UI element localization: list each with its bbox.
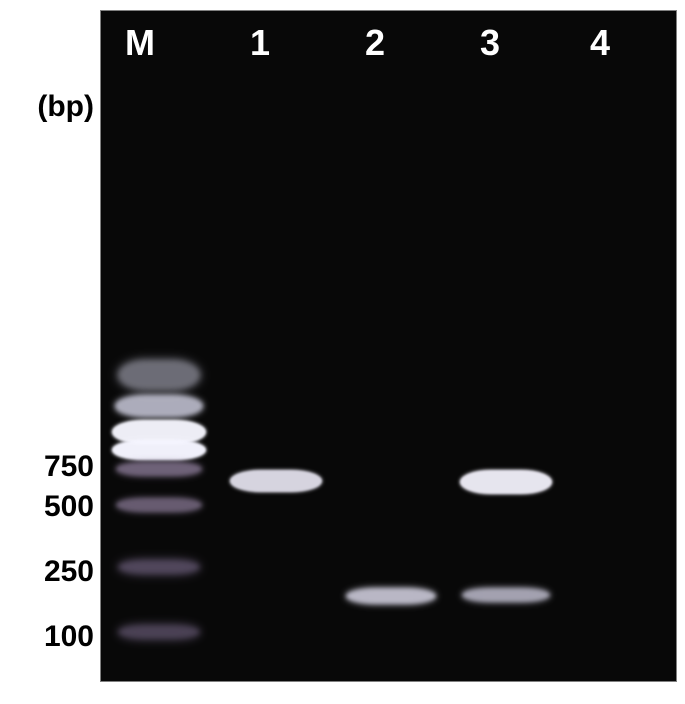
gel-band-3-11	[462, 588, 550, 602]
gel-band-M-3	[112, 440, 206, 460]
gel-band-M-7	[118, 625, 200, 639]
bands-layer	[0, 0, 685, 704]
gel-band-M-1	[115, 395, 203, 417]
gel-band-M-2	[112, 420, 206, 444]
gel-band-M-4	[116, 462, 202, 476]
gel-band-M-5	[116, 498, 202, 512]
gel-band-M-6	[118, 560, 200, 574]
gel-band-2-9	[346, 588, 436, 604]
gel-band-M-0	[118, 360, 200, 390]
gel-figure: M 1 2 3 4 (bp) 750 500 250 100	[0, 0, 685, 704]
gel-band-1-8	[230, 470, 322, 492]
gel-band-3-10	[460, 470, 552, 494]
